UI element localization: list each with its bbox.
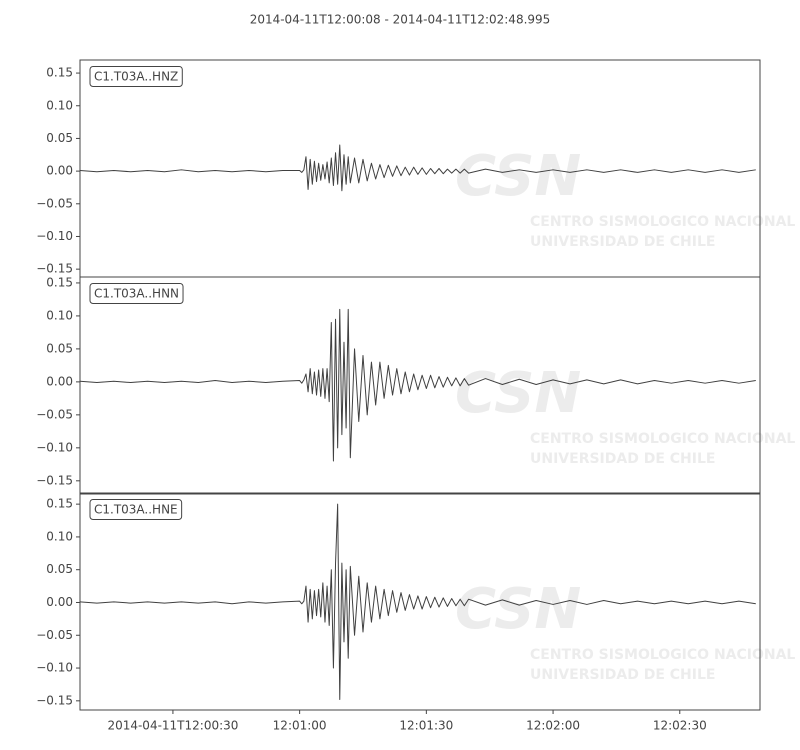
x-tick-label: 12:02:30 <box>653 719 707 733</box>
y-tick-label: 0.10 <box>46 98 73 112</box>
x-tick-label: 2014-04-11T12:00:30 <box>107 719 238 733</box>
y-tick-label: −0.10 <box>36 229 73 243</box>
trace-label-box <box>89 283 184 304</box>
y-tick-label: −0.05 <box>36 407 73 421</box>
panel-frame <box>79 492 761 711</box>
y-tick-label: −0.05 <box>36 196 73 210</box>
y-tick-label: 0.05 <box>46 341 73 355</box>
y-tick-label: −0.10 <box>36 661 73 675</box>
watermark-line: UNIVERSIDAD DE CHILE <box>530 234 715 250</box>
y-tick-label: −0.15 <box>36 693 73 707</box>
y-tick-label: 0.00 <box>46 374 73 388</box>
y-tick-label: 0.00 <box>46 164 73 178</box>
watermark-line: CENTRO SISMOLOGICO NACIONAL <box>530 214 795 230</box>
y-tick-label: 0.15 <box>46 275 73 289</box>
waveform <box>79 144 756 192</box>
watermark-line: CENTRO SISMOLOGICO NACIONAL <box>530 431 795 447</box>
trace-label: C1.T03A..HNN <box>94 287 179 301</box>
x-tick-label: 12:01:30 <box>399 719 453 733</box>
chart-title: 2014-04-11T12:00:08 - 2014-04-11T12:02:4… <box>250 13 551 27</box>
waveform <box>79 503 756 701</box>
y-tick-label: 0.15 <box>46 497 73 511</box>
trace-label-box <box>89 66 183 87</box>
x-tick-label: 12:01:00 <box>273 719 327 733</box>
trace-label-box <box>89 499 183 520</box>
y-tick-label: 0.05 <box>46 131 73 145</box>
y-tick-label: 0.10 <box>46 308 73 322</box>
watermark-logo: CSN <box>455 361 581 426</box>
watermark-line: UNIVERSIDAD DE CHILE <box>530 667 715 683</box>
y-tick-label: 0.15 <box>46 66 73 80</box>
y-tick-label: 0.05 <box>46 562 73 576</box>
watermark-line: UNIVERSIDAD DE CHILE <box>530 451 715 467</box>
trace-label: C1.T03A..HNZ <box>94 70 178 84</box>
y-tick-label: 0.00 <box>46 595 73 609</box>
y-tick-label: −0.15 <box>36 473 73 487</box>
watermark-line: CENTRO SISMOLOGICO NACIONAL <box>530 647 795 663</box>
trace-label: C1.T03A..HNE <box>94 503 178 517</box>
waveform <box>79 308 756 462</box>
watermark-logo: CSN <box>455 144 581 209</box>
watermark-logo: CSN <box>455 577 581 642</box>
x-tick-label: 12:02:00 <box>526 719 580 733</box>
y-tick-label: −0.15 <box>36 262 73 276</box>
y-tick-label: −0.05 <box>36 628 73 642</box>
y-tick-label: 0.10 <box>46 529 73 543</box>
y-tick-label: −0.10 <box>36 440 73 454</box>
panel-frame <box>79 276 761 495</box>
